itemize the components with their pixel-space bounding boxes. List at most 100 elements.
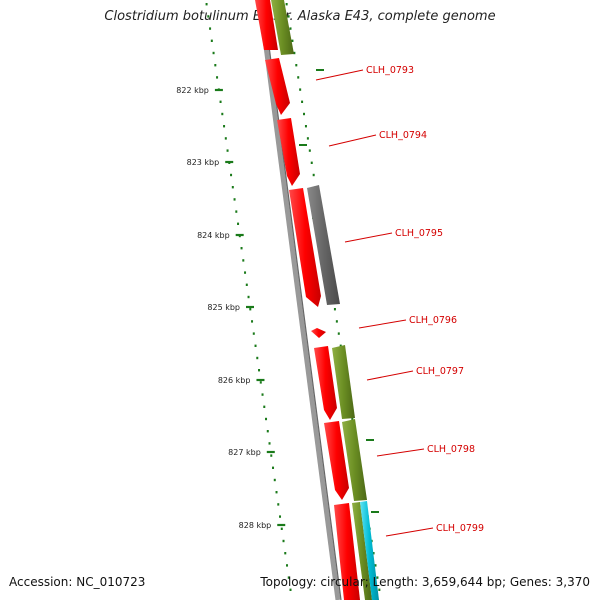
track-dot [335,320,338,323]
track-dot [303,112,306,116]
track-dot [230,173,233,177]
track-dot [333,308,336,311]
cds-arrow-6[interactable] [314,346,337,420]
track-dot [209,27,212,30]
cds-arrow-8[interactable] [334,503,360,600]
ruler-label: 823 kbp [187,158,220,167]
cds-arrow-4[interactable] [289,188,321,307]
track-dot [376,576,379,579]
track-dot [306,137,309,140]
gene-cyan-0799[interactable] [360,501,379,600]
track-dot [273,478,276,482]
track-dot [275,491,278,494]
track-dot [291,39,294,42]
track-dot [207,15,210,18]
track-dot [293,51,296,55]
track-dot [214,64,217,67]
track-dot [221,112,224,116]
track-dot [249,308,252,311]
gene-label[interactable]: CLH_0798 [427,444,475,455]
gene-olive-0797[interactable] [332,345,355,419]
ruler-label: 828 kbp [239,521,272,530]
label-leader-line [366,370,414,381]
label-leader-line [358,319,407,329]
track-dot [299,88,302,91]
track-dot [265,417,268,421]
gene-olive-0798[interactable] [342,419,367,501]
gene-label[interactable]: CLH_0797 [416,366,464,377]
gene-label[interactable]: CLH_0799 [436,523,484,534]
track-dot [295,64,298,67]
gene-labels: CLH_0793 CLH_0794 CLH_0795 CLH_0796 CLH_0797… [315,65,484,537]
track-dot [252,332,255,335]
track-dot [301,100,304,103]
cds-arrow-5[interactable] [311,328,326,338]
label-leader-line [385,527,434,537]
track-dot [337,332,340,335]
track-dot [268,442,271,445]
cds-arrow-1[interactable] [255,0,278,50]
gene-label[interactable]: CLH_0795 [395,228,443,239]
genome-summary-text: Topology: circular; Length: 3,659,644 bp… [260,575,590,589]
track-dot [258,369,261,372]
label-leader-line [344,232,393,243]
label-leader-line [376,448,425,457]
cds-arrow-3[interactable] [277,118,300,186]
track-dot [233,198,236,201]
track-dot [378,588,381,591]
track-dot [297,76,300,79]
gene-label[interactable]: CLH_0793 [366,65,414,76]
track-dot [216,76,219,79]
ruler-label: 824 kbp [197,231,230,240]
track-dot [237,222,240,225]
track-dot [254,344,257,347]
track-dot [263,405,266,408]
track-dot [210,39,213,42]
track-dot [351,417,354,421]
track-dot [289,27,292,30]
track-dot [251,320,254,323]
ruler-label: 825 kbp [207,303,240,312]
track-dot [226,149,229,152]
accession-text: Accession: NC_010723 [9,575,146,589]
label-leader-line [315,69,364,81]
track-dot [231,186,234,189]
ruler-label: 826 kbp [218,376,251,385]
gene-olive-top[interactable] [271,0,294,55]
track-dot [284,552,287,555]
track-dot [304,125,307,128]
ruler-label: 827 kbp [228,448,261,457]
track-dot [279,515,282,518]
track-dot [287,576,290,579]
gene-label[interactable]: CLH_0794 [379,130,427,141]
ruler-label: 822 kbp [176,86,209,95]
track-dot [261,393,264,396]
track-dot [270,454,273,457]
backbone-line [257,0,341,600]
track-dot [205,3,208,6]
track-dot [259,381,262,384]
track-dot [374,564,377,567]
cds-arrow-7[interactable] [324,421,349,500]
track-dot [219,100,222,103]
track-dot [223,125,226,128]
track-dot [277,503,280,506]
track-dot [312,173,315,177]
track-dot [244,271,247,274]
gene-label[interactable]: CLH_0796 [409,315,457,326]
track-dot [310,161,313,164]
track-dot [245,283,248,286]
track-dot [242,259,245,262]
genome-title: Clostridium botulinum E3 str. Alaska E43… [104,9,496,24]
track-dot [256,356,259,360]
track-dot [372,552,375,555]
gene-olive-0799[interactable] [352,502,372,600]
track-dot [287,15,290,18]
cds-arrow-2[interactable] [265,58,290,115]
gene-gray-0795[interactable] [307,185,340,305]
track-dot [247,295,250,299]
track-dot [289,588,292,591]
track-dot [286,564,289,567]
track-dot [272,466,275,469]
